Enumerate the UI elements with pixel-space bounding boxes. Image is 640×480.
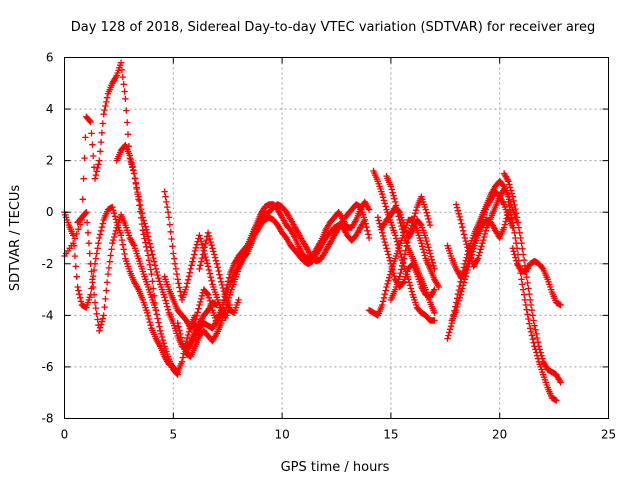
x-tick-label: 10: [274, 428, 289, 442]
axis-ticks: 0 5 10 15 20 25 -8 -6 -4 -2 0 2 4 6: [42, 51, 617, 442]
x-tick-label: 0: [61, 428, 69, 442]
x-tick-label: 25: [601, 428, 616, 442]
y-tick-label: 2: [46, 154, 54, 168]
series-sat-h: [161, 188, 234, 322]
series-sat-g: [174, 201, 373, 360]
series-sat-o: [387, 193, 434, 304]
series-sat-v: [509, 245, 564, 309]
data-marks: [61, 59, 564, 404]
series-sat-b: [61, 203, 199, 376]
data-point-markers: [387, 193, 434, 304]
data-point-markers: [509, 245, 564, 309]
series-sat-i: [196, 229, 242, 316]
data-point-markers: [74, 209, 181, 378]
y-tick-label: -6: [42, 360, 54, 374]
x-axis-label: GPS time / hours: [281, 460, 390, 475]
y-tick-label: -4: [42, 308, 54, 322]
data-point-markers: [61, 203, 199, 376]
data-point-markers: [453, 185, 508, 270]
y-tick-label: 4: [46, 102, 54, 116]
data-point-markers: [500, 170, 564, 386]
y-tick-label: -8: [42, 412, 54, 426]
x-tick-label: 5: [169, 428, 177, 442]
series-sat-s: [453, 185, 508, 270]
chart-title: Day 128 of 2018, Sidereal Day-to-day VTE…: [71, 20, 595, 35]
plot-frame: [64, 57, 609, 419]
data-point-markers: [174, 201, 373, 360]
y-tick-label: -2: [42, 257, 54, 271]
x-tick-label: 20: [492, 428, 507, 442]
y-axis-label: SDTVAR / TECUs: [8, 185, 23, 292]
series-sat-c: [74, 209, 181, 378]
series-sat-t: [500, 170, 564, 386]
data-point-markers: [196, 229, 242, 316]
x-tick-label: 15: [383, 428, 398, 442]
y-tick-label: 0: [46, 205, 54, 219]
y-tick-label: 6: [46, 51, 54, 65]
data-point-markers: [161, 188, 234, 322]
